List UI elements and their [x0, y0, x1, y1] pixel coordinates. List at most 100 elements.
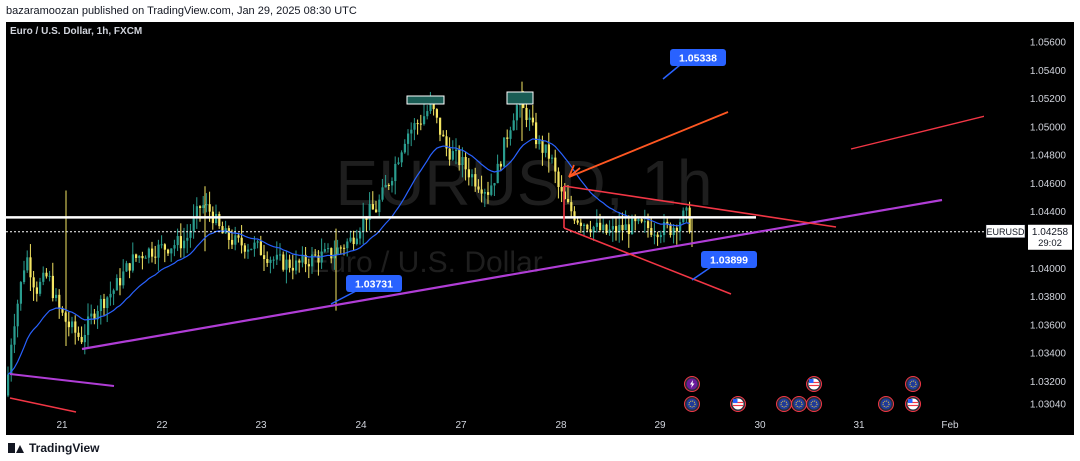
eu-flag-icon[interactable] [684, 396, 700, 412]
candle-body [93, 313, 96, 320]
candle-body [99, 298, 102, 312]
eu-flag-icon[interactable] [791, 396, 807, 412]
candle-body [109, 293, 112, 298]
purple-trendline-left [9, 373, 115, 387]
annotation-text: 1.05338 [679, 53, 717, 65]
candle-body [608, 229, 611, 234]
annotation-1-03731: 1.03731 [330, 275, 402, 305]
price-tick-label: 1.05200 [1030, 94, 1067, 105]
candle-body [269, 259, 272, 263]
annotation-pointer [330, 290, 357, 305]
candle-body [605, 224, 608, 234]
candle-body [656, 234, 659, 238]
price-axis[interactable]: 1.05600 1.05400 1.05200 1.05000 1.04800 1.046… [984, 22, 1074, 435]
candle-body [557, 171, 560, 187]
red-wedge-lower [563, 227, 732, 295]
candle-body [679, 222, 682, 232]
candle-body [407, 133, 410, 144]
price-tick-label: 1.04000 [1030, 264, 1067, 275]
trendlines [6, 91, 1027, 413]
price-tick-label: 1.04400 [1030, 207, 1067, 218]
candle-body [477, 186, 480, 190]
us-flag-icon[interactable] [905, 396, 921, 412]
price-tick-label: 1.05600 [1030, 38, 1067, 49]
candle-body [413, 123, 416, 130]
candle-body [282, 254, 285, 270]
candle-body [429, 101, 432, 112]
candle-body [231, 239, 234, 245]
candle-body [471, 174, 474, 178]
flag-canton [908, 399, 913, 403]
candle-body [221, 226, 224, 234]
candle-body [595, 222, 598, 227]
eu-flag-icon[interactable] [776, 396, 792, 412]
candle-body [170, 248, 173, 254]
annotation-text: 1.03899 [710, 255, 748, 267]
candle-body [563, 191, 566, 200]
candle-body [631, 218, 634, 235]
candle-body [23, 270, 26, 283]
price-chart[interactable]: EURUSD, 1h Euro / U.S. Dollar Euro / U.S… [6, 22, 1074, 435]
candle-body [394, 163, 397, 182]
price-tag-box [1028, 224, 1072, 250]
candle-body [663, 221, 666, 236]
candle-body [391, 181, 394, 186]
candle-body [80, 336, 83, 343]
candle-body [16, 303, 19, 327]
candle-body [138, 255, 141, 258]
time-axis-bg [6, 415, 984, 435]
candle-body [295, 260, 298, 271]
orange-arrow-head [568, 164, 581, 178]
candle-body [61, 308, 64, 313]
countdown-text: 29:02 [1038, 238, 1062, 249]
orange-projection-line [568, 111, 729, 178]
lightning-icon[interactable] [684, 376, 700, 392]
time-axis[interactable]: 21 22 23 24 27 28 29 30 31 Feb [6, 415, 984, 435]
annotation-1-05338: 1.05338 [662, 49, 726, 80]
candle-body [688, 207, 691, 233]
candle-body [647, 221, 650, 229]
red-line-left [9, 397, 77, 413]
candle-body [375, 209, 378, 213]
candle-body [464, 157, 467, 170]
candle-body [29, 257, 32, 278]
flag-body [808, 398, 820, 410]
candle-body [515, 105, 518, 121]
eu-flag-icon[interactable] [878, 396, 894, 412]
candle-body [263, 255, 266, 260]
candle-body [26, 257, 29, 271]
eu-flag-icon[interactable] [806, 396, 822, 412]
candle-body [490, 185, 493, 195]
price-tick-label: 1.03040 [1030, 400, 1067, 411]
price-tick-label: 1.05400 [1030, 66, 1067, 77]
candle-body [624, 224, 627, 231]
candle-body [58, 294, 61, 309]
candle-body [227, 228, 230, 240]
candle-body [535, 122, 538, 145]
candle-body [327, 248, 330, 250]
candle-body [493, 183, 496, 186]
candle-body [74, 321, 77, 333]
candle-body [371, 204, 374, 210]
time-tick-label: 23 [255, 420, 267, 431]
candle-body [672, 227, 675, 236]
us-flag-icon[interactable] [806, 376, 822, 392]
annotation-box [670, 49, 726, 66]
candle-body [455, 149, 458, 152]
annotation-pointer [662, 64, 681, 80]
candle-body [35, 287, 38, 294]
candle-body [410, 129, 413, 134]
time-tick-label: 31 [853, 420, 865, 431]
candle-body [669, 224, 672, 236]
eu-flag-icon[interactable] [905, 376, 921, 392]
economic-events[interactable] [684, 376, 1027, 412]
candle-body [234, 235, 237, 245]
candle-body [442, 134, 445, 137]
us-flag-icon[interactable] [730, 396, 746, 412]
chart-area[interactable]: EURUSD, 1h Euro / U.S. Dollar Euro / U.S… [6, 22, 1074, 435]
candle-body [384, 184, 387, 188]
candle-body [48, 275, 51, 277]
candle-body [448, 148, 451, 160]
candle-body [45, 272, 48, 277]
